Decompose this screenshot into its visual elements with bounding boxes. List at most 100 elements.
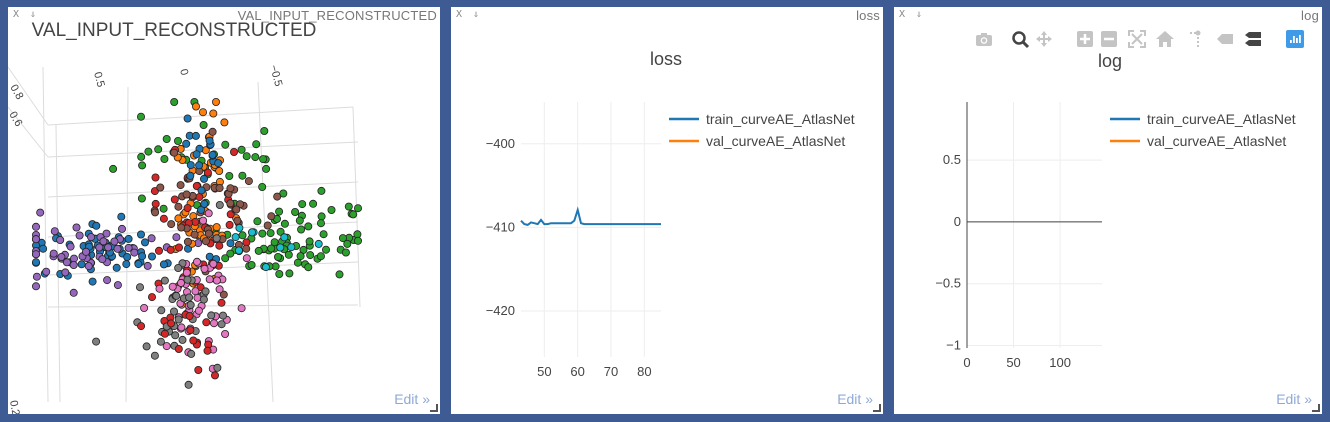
home-icon[interactable] <box>1156 31 1174 47</box>
scatter-point <box>31 222 40 231</box>
scatter-point <box>232 205 241 214</box>
scatter-point <box>213 363 222 372</box>
close-button[interactable]: X <box>13 9 20 20</box>
scatter-point <box>136 112 145 121</box>
pin-button[interactable]: ⇓ <box>916 9 923 20</box>
scatter-point <box>151 208 160 217</box>
scatter-point <box>309 199 318 208</box>
scatter-point <box>200 199 209 208</box>
scatter-point <box>194 306 203 315</box>
autoscale-icon[interactable] <box>1128 30 1146 48</box>
scatter-point <box>270 238 279 247</box>
scatter-point <box>147 293 156 302</box>
edit-link[interactable]: Edit » <box>837 391 873 407</box>
pane-header: X ⇓ VAL_INPUT_RECONSTRUCTED <box>8 7 440 25</box>
scatter-point <box>75 231 84 240</box>
hover-compare-icon[interactable] <box>1245 32 1261 46</box>
zoom-in-icon[interactable] <box>1077 31 1093 47</box>
legend-label[interactable]: val_curveAE_AtlasNet <box>706 133 845 149</box>
scatter-point <box>221 140 230 149</box>
scatter-point <box>122 260 131 269</box>
scatter-point <box>77 260 86 269</box>
legend-label[interactable]: train_curveAE_AtlasNet <box>1147 111 1296 127</box>
scatter-point <box>178 335 187 344</box>
scatter-point <box>215 200 224 209</box>
plotly-logo-icon[interactable] <box>1286 30 1304 48</box>
scatter-point <box>167 220 176 229</box>
scatter-point <box>247 260 256 269</box>
edit-link[interactable]: Edit » <box>394 391 430 407</box>
scatter-point <box>237 145 246 154</box>
log-line-chart[interactable]: log 0 50 100 0.5 0 −0.5 −1 train_curveAE_AtlasNe… <box>894 7 1322 414</box>
scatter-point <box>201 287 210 296</box>
loss-line-chart[interactable]: loss 50 60 70 80 −400 −410 −420 train_curveAE_At… <box>451 7 883 414</box>
scatter-point <box>186 161 195 170</box>
scatter-point <box>134 260 143 269</box>
scatter-point <box>353 230 362 239</box>
scatter-point <box>276 243 285 252</box>
zoom-out-icon[interactable] <box>1101 31 1117 47</box>
scatter3d-plot[interactable]: VAL_INPUT_RECONSTRUCTED 0.5 0 −0.5 0.8 0… <box>8 7 440 414</box>
scatter-point <box>247 228 256 237</box>
legend-label[interactable]: val_curveAE_AtlasNet <box>1147 133 1286 149</box>
scatter-point <box>194 365 203 374</box>
pin-button[interactable]: ⇓ <box>30 9 37 20</box>
pan-icon[interactable] <box>1036 31 1052 47</box>
scatter-point <box>208 127 217 136</box>
scatter-point <box>260 127 269 136</box>
grid-line <box>55 124 61 403</box>
scatter-point <box>231 233 240 242</box>
scatter-point <box>160 329 169 338</box>
resize-handle[interactable] <box>430 404 438 412</box>
scatter-point <box>169 307 178 316</box>
edit-link[interactable]: Edit » <box>1276 391 1312 407</box>
close-button[interactable]: X <box>456 9 463 20</box>
tick-label: 0.2 <box>8 399 22 414</box>
scatter-point <box>252 140 261 149</box>
scatter-point <box>137 194 146 203</box>
scatter-point <box>174 344 183 353</box>
window-title: VAL_INPUT_RECONSTRUCTED <box>237 8 437 23</box>
scatter-point <box>258 182 267 191</box>
resize-handle[interactable] <box>873 404 881 412</box>
camera-icon[interactable] <box>976 33 992 46</box>
scatter-point <box>130 248 139 257</box>
pin-button[interactable]: ⇓ <box>473 9 480 20</box>
x-tick-label: 80 <box>637 364 651 379</box>
scatter-point <box>143 261 152 270</box>
scatter-point <box>208 150 217 159</box>
window-title: log <box>1301 8 1319 23</box>
scatter-point <box>349 210 358 219</box>
resize-handle[interactable] <box>1312 404 1320 412</box>
scatter-point <box>284 250 293 259</box>
scatter-point <box>166 245 175 254</box>
scatter-point <box>343 239 352 248</box>
scatter-point <box>69 260 78 269</box>
zoom-icon[interactable] <box>1012 31 1030 49</box>
scatter-point <box>88 277 97 286</box>
scatter-point <box>238 231 247 240</box>
scatter-point <box>353 236 362 245</box>
scatter-point <box>215 166 224 175</box>
scatter-point <box>167 319 176 328</box>
scatter-point <box>226 239 235 248</box>
scatter-point <box>306 251 315 260</box>
spike-lines-icon[interactable] <box>1190 30 1201 48</box>
scatter-point <box>112 263 121 272</box>
scatter-point <box>174 315 183 324</box>
scatter-point <box>183 275 192 284</box>
scatter-point <box>253 217 262 226</box>
hover-closest-icon[interactable] <box>1217 34 1233 44</box>
scatter-point <box>225 220 234 229</box>
x-tick-label: 0 <box>963 355 970 370</box>
scatter-point <box>275 269 284 278</box>
scatter-point <box>172 291 181 300</box>
scatter-point <box>316 252 325 261</box>
scatter-point <box>327 205 336 214</box>
scatter-point <box>234 246 243 255</box>
scatter-point <box>61 268 70 277</box>
scatter-point <box>280 219 289 228</box>
scatter-point <box>170 195 179 204</box>
close-button[interactable]: X <box>899 9 906 20</box>
legend-label[interactable]: train_curveAE_AtlasNet <box>706 111 855 127</box>
